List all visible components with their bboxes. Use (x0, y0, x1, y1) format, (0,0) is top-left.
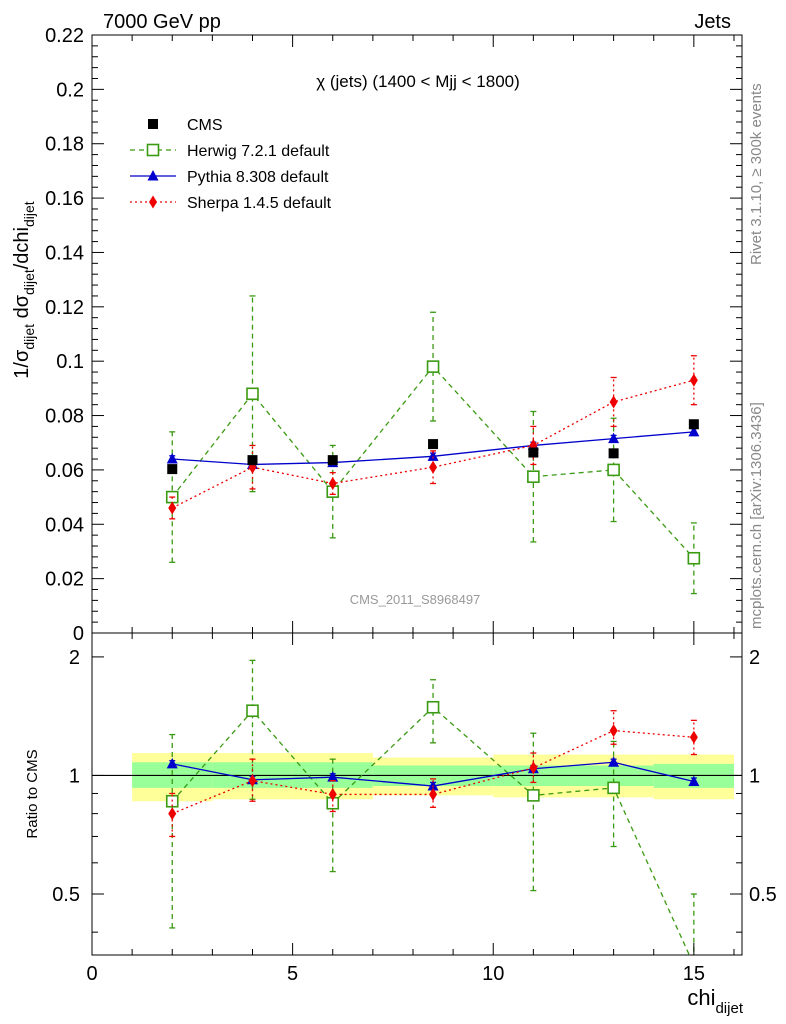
ytick-label: 0.12 (45, 297, 84, 319)
ytick-label: 0.08 (45, 406, 84, 428)
x-axis-label: chidijet (687, 985, 743, 1017)
main-title: χ (jets) (1400 < Mjj < 1800) (316, 72, 520, 91)
main-panel: 0 0.02 0.04 0.06 0.08 0.1 0.12 0.14 0.16 0.18 0.2 0… (45, 25, 743, 645)
ratio-point-pythia-5 (608, 756, 620, 767)
legend-label-pythia: Pythia 8.308 default (187, 169, 329, 186)
point-herwig-3 (426, 360, 440, 373)
main-ylabel: 1/σdijet dσdijet/dchidijet (11, 201, 37, 378)
point-sherpa-6 (689, 373, 698, 387)
watermark: CMS_2011_S8968497 (350, 592, 481, 607)
ytick-label: 0.18 (45, 134, 84, 156)
ytick-label: 0.22 (45, 25, 84, 47)
xtick-label: 0 (86, 963, 97, 985)
ratio-ytick-label-right: 2 (749, 647, 760, 669)
data-point-2 (327, 455, 338, 466)
ratio-point-sherpa-1 (248, 774, 257, 788)
data-point-0 (167, 464, 178, 475)
legend-label-sherpa: Sherpa 1.4.5 default (187, 195, 332, 212)
legend-label-data: CMS (187, 117, 223, 134)
ratio-point-herwig-1 (246, 704, 259, 718)
point-herwig-4 (527, 470, 540, 484)
point-pythia-5 (608, 432, 620, 444)
legend-marker-sherpa (149, 195, 157, 209)
ratio-panel: 0.5 0.5 1 1 2 2 0 5 10 15 (52, 632, 777, 985)
ratio-frame (91, 632, 743, 956)
ratio-point-herwig-5 (607, 781, 620, 795)
point-sherpa-0 (168, 501, 177, 515)
ratio-point-sherpa-2 (328, 787, 337, 801)
data-point-4 (528, 447, 539, 458)
point-sherpa-5 (609, 395, 618, 409)
ytick-label: 0.1 (56, 351, 84, 373)
point-herwig-6 (687, 551, 701, 565)
legend-marker-cms (148, 119, 158, 129)
ratio-point-sherpa-4 (529, 761, 538, 775)
ratio-series-group (165, 659, 700, 955)
ratio-ytick-label-right: 0.5 (749, 884, 777, 906)
data-point-1 (247, 455, 258, 466)
ytick-label: 0.2 (56, 79, 84, 101)
point-sherpa-3 (429, 460, 438, 474)
xtick-label: 15 (683, 963, 705, 985)
ratio-point-pythia-2 (327, 771, 339, 782)
point-pythia-3 (427, 450, 439, 461)
ratio-ytick-label-right: 1 (749, 765, 760, 787)
ratio-ylabel: Ratio to CMS (24, 749, 41, 838)
legend-marker-pythia (147, 170, 159, 181)
rivet-label: Rivet 3.1.10, ≥ 300k events (748, 83, 765, 265)
ratio-point-sherpa-3 (429, 787, 438, 801)
xtick-label: 5 (287, 963, 298, 985)
ytick-label: 0.06 (45, 460, 84, 482)
ytick-label: 0.02 (45, 569, 84, 591)
ytick-label: 0.14 (45, 242, 84, 264)
ratio-point-sherpa-6 (689, 730, 698, 744)
point-pythia-0 (166, 453, 178, 464)
ratio-point-pythia-0 (166, 757, 178, 769)
header-left: 7000 GeV pp (103, 11, 221, 33)
point-herwig-1 (246, 387, 259, 401)
ratio-point-herwig-4 (527, 789, 540, 802)
ratio-point-pythia-3 (427, 780, 439, 791)
ytick-label: 0.04 (45, 514, 84, 536)
data-point-6 (688, 419, 699, 430)
point-pythia-6 (688, 425, 700, 437)
ratio-ytick-label: 1 (69, 765, 80, 787)
point-sherpa-2 (328, 477, 337, 490)
legend-marker-herwig (146, 143, 160, 157)
mcplots-label: mcplots.cern.ch [arXiv:1306.3436] (748, 402, 765, 629)
ratio-point-pythia-6 (688, 775, 700, 787)
ratio-ytick-label: 2 (69, 647, 80, 669)
ratio-line-herwig (171, 706, 691, 955)
ytick-label: 0 (73, 623, 84, 645)
ratio-point-sherpa-5 (609, 724, 618, 738)
data-point-5 (608, 448, 619, 459)
ratio-point-herwig-3 (426, 700, 440, 714)
legend: CMS Herwig 7.2.1 default Pythia 8.308 defa… (130, 117, 332, 212)
ytick-label: 0.16 (45, 188, 84, 210)
point-herwig-5 (607, 463, 620, 477)
legend-label-herwig: Herwig 7.2.1 default (187, 143, 330, 160)
ratio-point-sherpa-0 (168, 807, 177, 821)
ratio-ytick-label: 0.5 (52, 884, 80, 906)
header-right: Jets (694, 11, 731, 33)
xtick-label: 10 (482, 963, 504, 985)
data-point-3 (428, 439, 439, 450)
